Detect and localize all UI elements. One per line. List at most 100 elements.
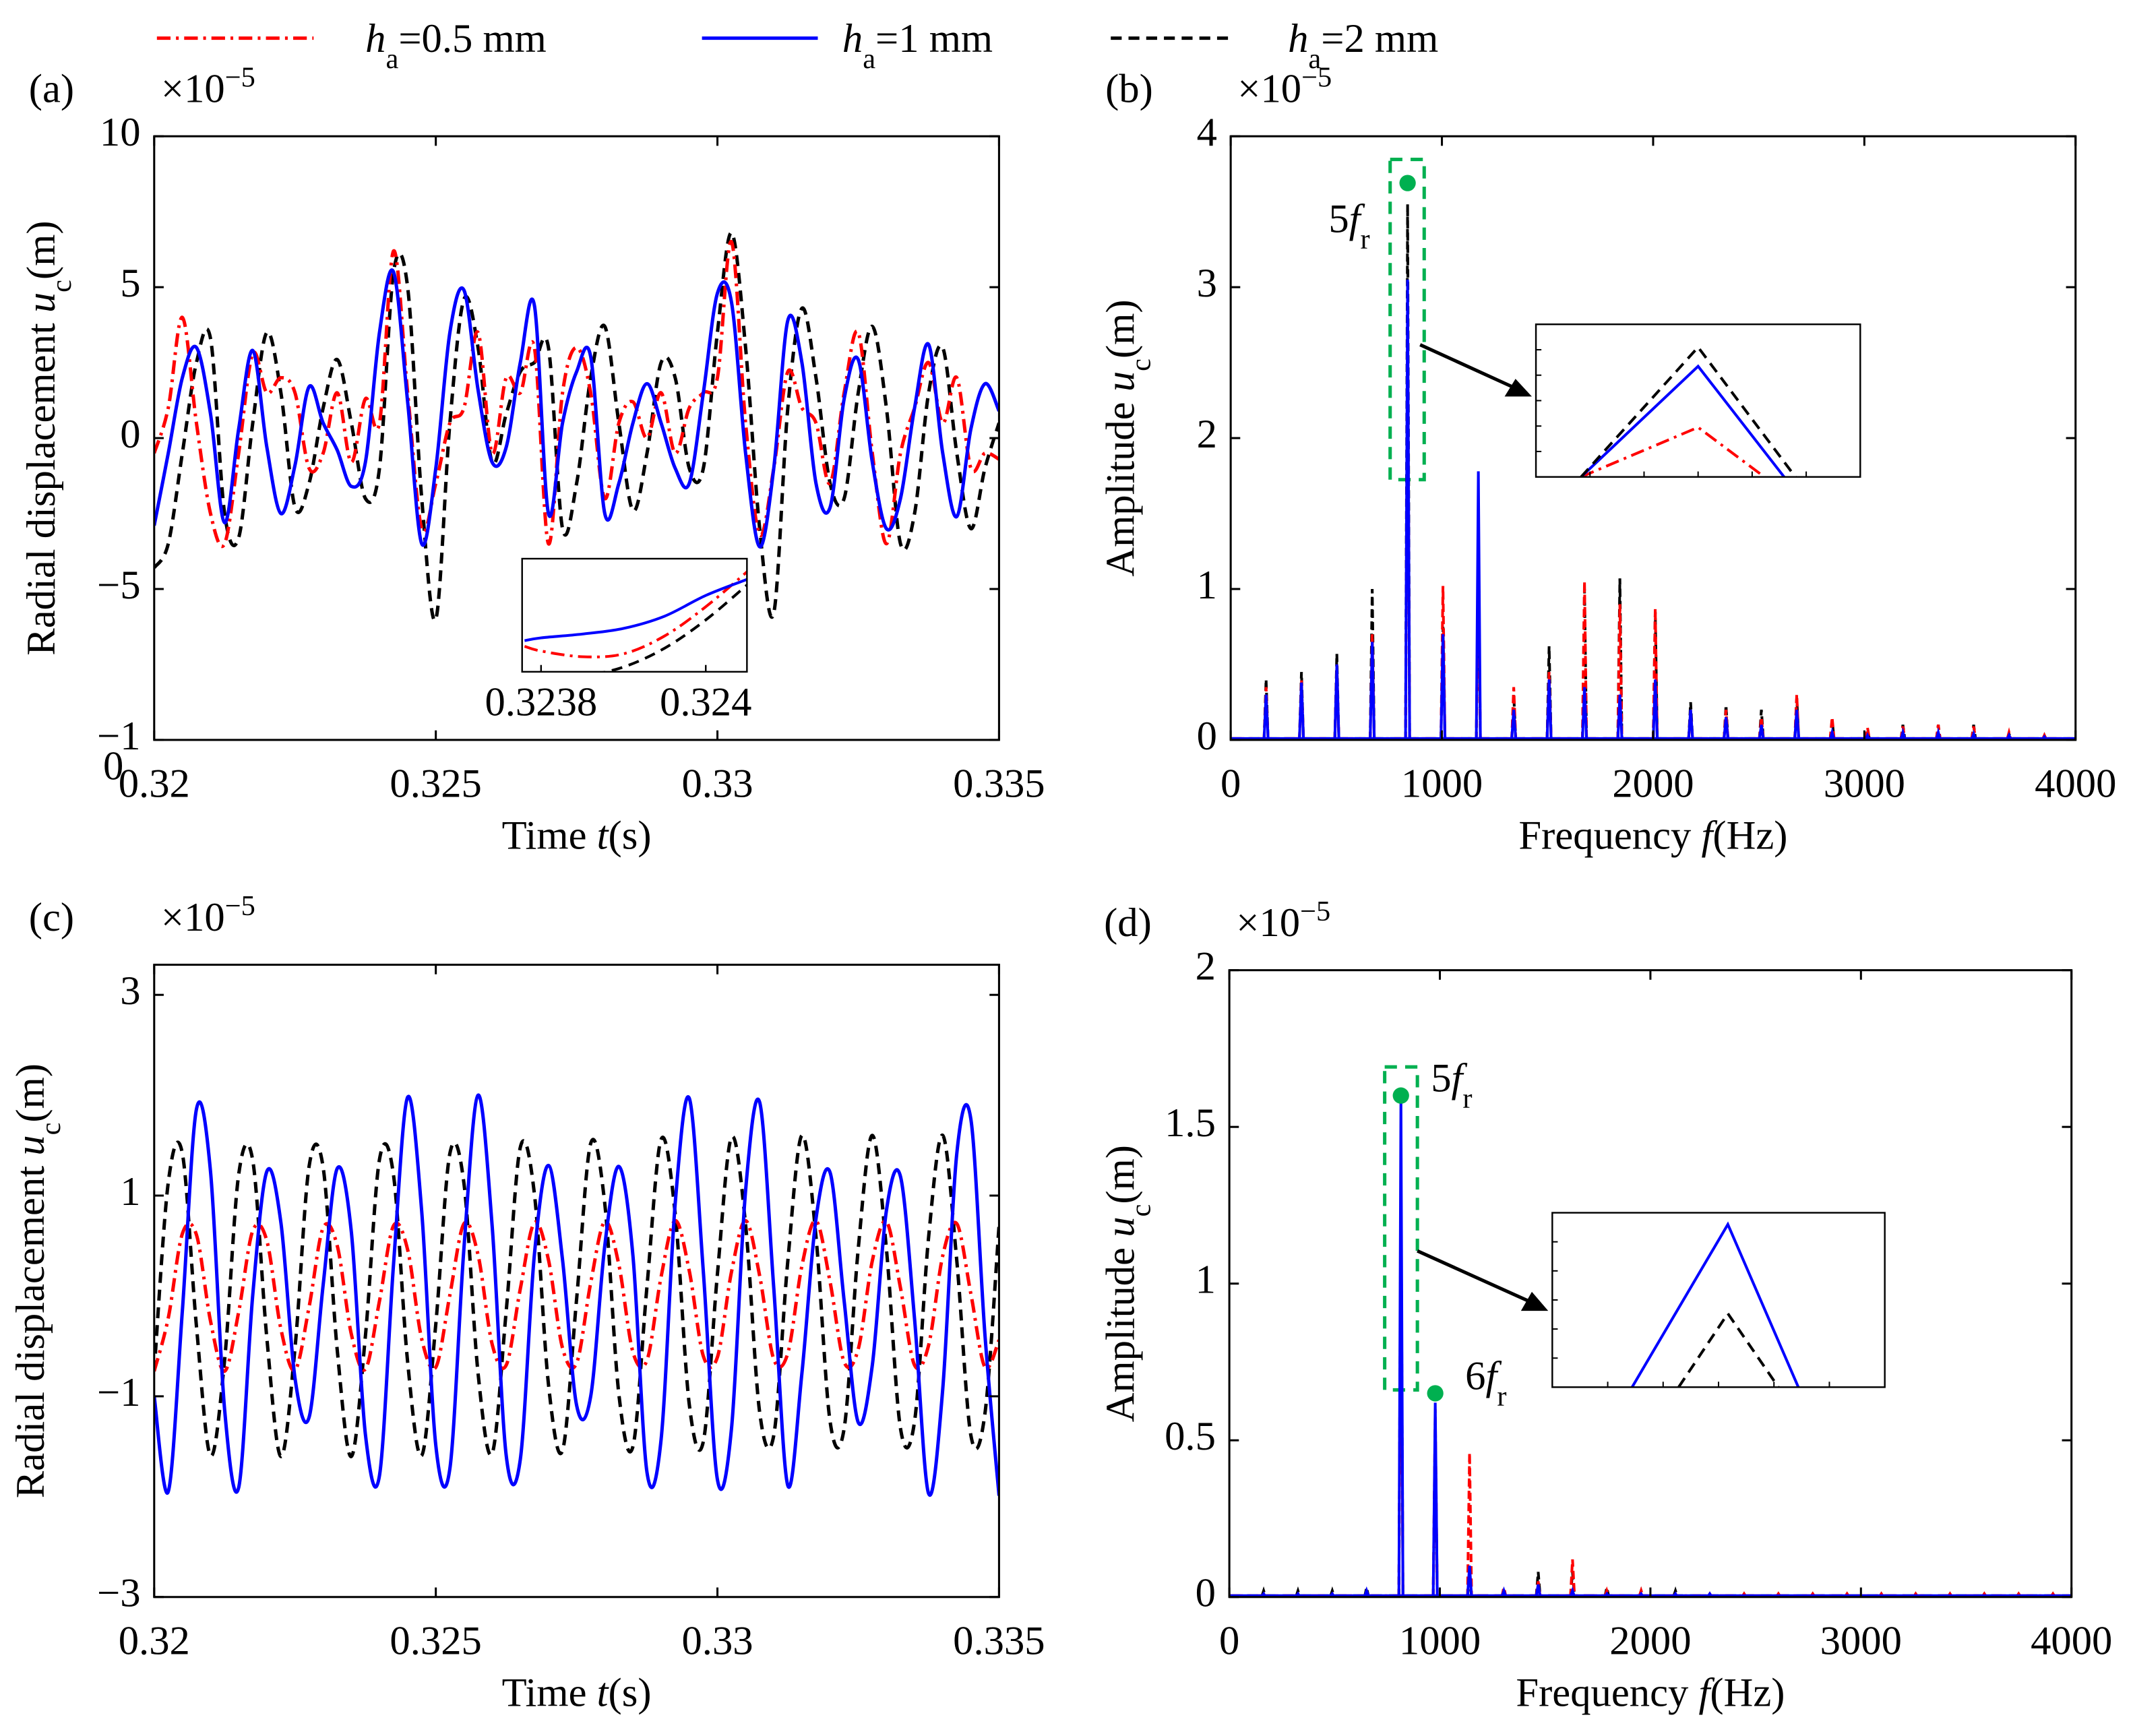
text-part: Frequency xyxy=(1516,1671,1698,1716)
y-tick-label: −1 xyxy=(97,1370,141,1415)
spectrum-peak xyxy=(1569,1559,1576,1597)
y-tick-label: 0 xyxy=(1197,714,1217,759)
y-tick-label: 3 xyxy=(1197,261,1217,306)
axis-multiplier: ×10−5 xyxy=(1237,61,1332,111)
inset-line xyxy=(1677,1311,1780,1388)
series-line xyxy=(154,1134,999,1458)
text-part: 5 xyxy=(1431,1056,1451,1101)
x-tick-label: 0.33 xyxy=(681,762,753,807)
text-part: =0.5 mm xyxy=(398,16,547,61)
x-tick-label: 0.32 xyxy=(119,1618,190,1663)
spectrum-peak xyxy=(1828,727,1836,740)
panel-label: (c) xyxy=(29,895,74,940)
y-tick-label: −1 xyxy=(97,714,141,759)
y-tick-label: 10 xyxy=(100,110,141,155)
y-tick-label: 0.5 xyxy=(1165,1414,1216,1459)
text-part: Frequency xyxy=(1518,813,1701,859)
spectrum-peak xyxy=(1935,727,1942,740)
y-tick-label: 0 xyxy=(120,412,140,457)
x-tick-label: 0.335 xyxy=(953,1618,1045,1663)
text-part: =1 mm xyxy=(875,16,993,61)
text-part: 6 xyxy=(1465,1353,1485,1398)
inset-line xyxy=(524,578,747,642)
x-tick-label: 0 xyxy=(1220,762,1241,807)
spectrum-peak xyxy=(1329,1591,1336,1597)
spectrum-peak xyxy=(1500,1586,1508,1597)
panel-label: (b) xyxy=(1105,67,1153,112)
spectrum-peak xyxy=(1510,710,1518,740)
text-part: (m) xyxy=(8,1063,53,1123)
text-part: ×10 xyxy=(1236,900,1300,946)
inset-area xyxy=(1580,345,1797,477)
y-tick-label: 1.5 xyxy=(1165,1100,1216,1146)
spectrum-peak xyxy=(1397,1095,1404,1597)
spectrum-peak xyxy=(1616,604,1624,740)
text-part: r xyxy=(1361,223,1370,255)
x-tick-label: 2000 xyxy=(1609,1618,1691,1663)
spectrum-peak xyxy=(1262,694,1270,740)
text-part: (m) xyxy=(1099,299,1144,359)
text-part: t xyxy=(597,1671,610,1716)
inset-line xyxy=(1630,1221,1800,1388)
text-part: u xyxy=(19,292,64,313)
inset-area xyxy=(1630,1221,1800,1388)
text-part: (Hz) xyxy=(1712,813,1787,859)
text-part: c xyxy=(1125,1204,1156,1217)
zoom-arrow xyxy=(1419,343,1514,389)
spectrum-peak xyxy=(1672,1591,1679,1597)
x-tick-label: 4000 xyxy=(2031,1618,2112,1663)
y-tick-label: −5 xyxy=(97,563,141,608)
spectrum-peak xyxy=(1363,1586,1370,1597)
x-tick-label: 0.33 xyxy=(681,1618,753,1663)
text-part: Amplitude xyxy=(1099,392,1144,577)
y-axis-label: Amplitude uc(m) xyxy=(1099,1145,1157,1422)
text-part: h xyxy=(1288,16,1308,61)
spectrum-peak xyxy=(1581,687,1588,740)
peak-label: 5fr xyxy=(1431,1056,1472,1115)
text-part: 5 xyxy=(1328,196,1349,241)
spectrum-peak xyxy=(1793,710,1801,740)
arrow-head xyxy=(1520,1291,1549,1311)
inset-tick-label: 0.324 xyxy=(660,679,751,724)
text-part: −5 xyxy=(225,890,255,922)
x-tick-label: 0.325 xyxy=(390,762,481,807)
panel-label: (d) xyxy=(1104,900,1152,946)
spectrum-peak xyxy=(1466,1452,1473,1597)
x-tick-label: 0.325 xyxy=(390,1618,481,1663)
inset-frame xyxy=(521,557,748,673)
text-part: h xyxy=(842,16,863,61)
spectrum-peak xyxy=(2006,732,2012,740)
axis-multiplier: ×10−5 xyxy=(161,890,255,941)
y-tick-label: 0 xyxy=(1196,1571,1216,1616)
spectrum-peak xyxy=(1404,279,1411,740)
spectrum-peak xyxy=(1603,1591,1610,1597)
text-part: t xyxy=(597,813,610,859)
text-part: c xyxy=(35,1123,67,1136)
text-part: r xyxy=(1497,1380,1506,1412)
peak-label: 5fr xyxy=(1328,196,1369,255)
text-part: u xyxy=(1099,1216,1144,1237)
inset-area xyxy=(524,571,747,672)
plot-frame xyxy=(153,135,1000,741)
text-part: a xyxy=(386,42,399,74)
y-tick-label: 1 xyxy=(1196,1258,1216,1303)
plot-area xyxy=(1231,204,2076,740)
x-axis-label: Time t(s) xyxy=(502,1671,652,1716)
inset-line xyxy=(524,571,747,658)
y-axis-label: Radial displacement uc(m) xyxy=(8,1063,67,1498)
y-tick-label: 2 xyxy=(1196,944,1216,989)
text-part: −5 xyxy=(1300,896,1330,927)
spectrum-peak xyxy=(1616,694,1624,740)
x-axis-label: Frequency f(Hz) xyxy=(1518,813,1787,859)
spectrum-peak xyxy=(1298,682,1305,740)
legend-label: ha=0.5 mm xyxy=(365,16,547,74)
x-tick-label: 3000 xyxy=(1824,762,1905,807)
spectrum-peak xyxy=(1545,679,1553,740)
text-part: u xyxy=(8,1135,53,1155)
text-part: h xyxy=(365,16,385,61)
spectrum-peak xyxy=(1440,634,1447,740)
y-axis-label: Radial displacement uc(m) xyxy=(19,220,77,655)
x-axis-label: Time t(s) xyxy=(502,813,652,859)
spectrum-peak xyxy=(1466,1566,1473,1597)
text-part: r xyxy=(1462,1082,1472,1114)
